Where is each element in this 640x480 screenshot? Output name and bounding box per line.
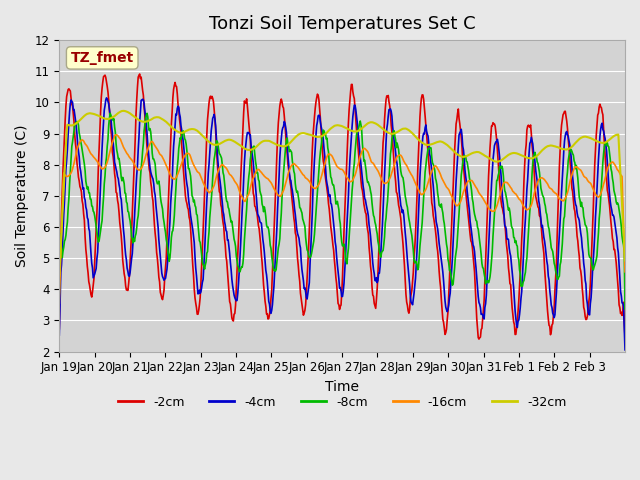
-2cm	[255, 223, 262, 228]
-8cm	[56, 290, 63, 296]
Line: -2cm: -2cm	[60, 74, 625, 339]
-2cm	[621, 334, 629, 340]
Line: -16cm: -16cm	[60, 135, 625, 303]
-16cm	[255, 167, 262, 172]
-4cm	[102, 95, 110, 101]
-32cm	[255, 142, 262, 147]
-8cm	[401, 193, 409, 199]
-16cm	[621, 269, 629, 275]
-2cm	[227, 301, 234, 307]
-32cm	[433, 139, 441, 145]
Title: Tonzi Soil Temperatures Set C: Tonzi Soil Temperatures Set C	[209, 15, 476, 33]
Legend: -2cm, -4cm, -8cm, -16cm, -32cm: -2cm, -4cm, -8cm, -16cm, -32cm	[113, 391, 572, 414]
Line: -8cm: -8cm	[60, 113, 625, 309]
X-axis label: Time: Time	[325, 380, 359, 394]
-2cm	[56, 326, 63, 332]
-8cm	[621, 306, 629, 312]
-16cm	[433, 165, 441, 170]
-32cm	[120, 108, 127, 114]
-32cm	[227, 137, 234, 143]
-4cm	[433, 222, 441, 228]
Line: -32cm: -32cm	[60, 111, 625, 276]
-2cm	[475, 336, 483, 342]
-8cm	[122, 199, 130, 205]
-16cm	[56, 300, 63, 306]
-32cm	[276, 143, 284, 149]
-8cm	[255, 177, 262, 182]
-4cm	[122, 257, 130, 263]
-4cm	[56, 332, 63, 338]
-2cm	[276, 103, 284, 109]
-2cm	[401, 277, 409, 283]
-32cm	[122, 108, 130, 114]
-16cm	[122, 150, 130, 156]
-16cm	[227, 172, 234, 178]
-4cm	[255, 213, 262, 219]
-4cm	[621, 347, 629, 353]
-16cm	[276, 193, 284, 199]
-8cm	[227, 215, 234, 221]
Line: -4cm: -4cm	[60, 98, 625, 350]
-2cm	[433, 243, 441, 249]
-8cm	[433, 182, 441, 188]
-8cm	[276, 236, 284, 241]
-32cm	[621, 258, 629, 264]
-16cm	[401, 161, 409, 167]
Y-axis label: Soil Temperature (C): Soil Temperature (C)	[15, 125, 29, 267]
-16cm	[112, 132, 120, 138]
-32cm	[56, 273, 63, 279]
-8cm	[106, 110, 114, 116]
-4cm	[276, 155, 284, 161]
-4cm	[227, 260, 234, 265]
Text: TZ_fmet: TZ_fmet	[70, 51, 134, 65]
-2cm	[122, 283, 129, 289]
-2cm	[136, 71, 143, 77]
-4cm	[401, 230, 409, 236]
-32cm	[401, 126, 409, 132]
